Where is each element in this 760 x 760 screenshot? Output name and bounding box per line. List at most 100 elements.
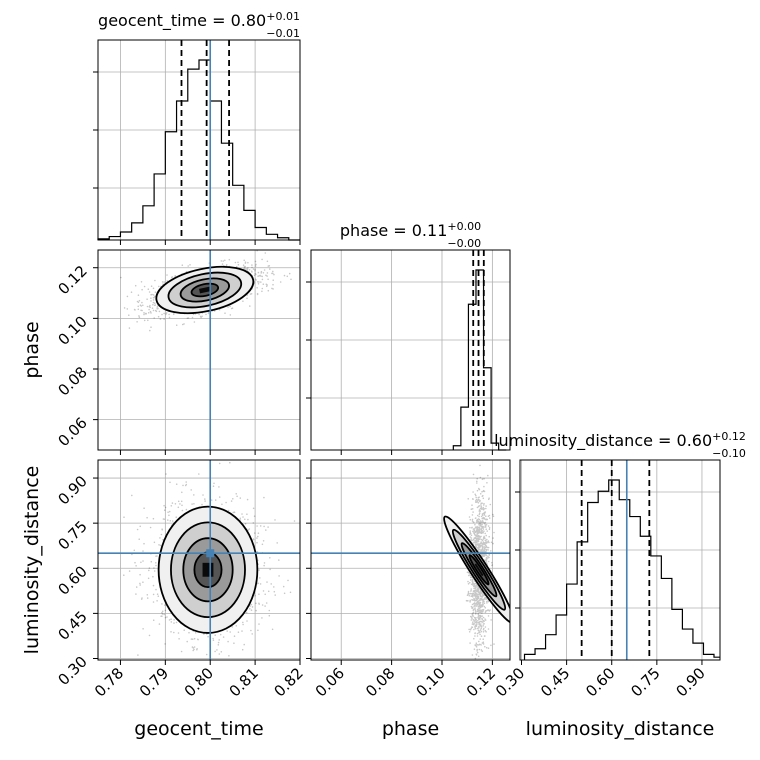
contour-line [170, 521, 246, 619]
panel-title-geocent_time: geocent_time = 0.80+0.01 [98, 10, 300, 31]
x-tick-label-geocent_time: 0.82 [270, 664, 306, 700]
y-tick-label-phase: 0.06 [54, 414, 90, 450]
y-tick-label-luminosity_distance: 0.60 [54, 562, 90, 598]
panel-content [98, 460, 300, 660]
histogram-step [452, 269, 507, 451]
contour-line [157, 505, 259, 634]
hist-panel-luminosity_distance: luminosity_distance = 0.60+0.12−0.10 [494, 430, 746, 665]
y-axis-label-phase: phase [21, 321, 43, 378]
title-minus: −0.10 [712, 447, 746, 460]
axes-frame [310, 249, 511, 451]
hist-bar [693, 643, 704, 660]
x-tick-label-phase: 0.06 [312, 664, 348, 700]
hist-bar [453, 446, 461, 450]
title-plus: +0.01 [266, 10, 300, 23]
contour-line [190, 282, 220, 298]
x-axis-label-geocent_time: geocent_time [134, 718, 263, 740]
y-tick-label-phase: 0.12 [54, 262, 90, 298]
axes-frame [310, 459, 511, 661]
hist-bar [682, 629, 693, 660]
hist-bar [461, 407, 469, 450]
hist-bar [567, 584, 578, 660]
contour-line [179, 277, 230, 303]
hist-bar [244, 210, 255, 240]
pair-panel-phase-luminosity_distance [306, 459, 511, 665]
hist-bar [210, 101, 221, 240]
axes-frame [97, 459, 301, 661]
hist-bar [199, 60, 210, 240]
x-tick-label-luminosity_distance: 0.60 [582, 664, 618, 700]
hist-bar [468, 304, 476, 450]
x-axis-label-luminosity_distance: luminosity_distance [526, 718, 715, 740]
truth-marker [206, 549, 215, 558]
hist-bar [619, 500, 630, 660]
x-tick-label-geocent_time: 0.78 [91, 664, 127, 700]
hist-bar [672, 609, 683, 660]
x-tick-label-phase: 0.08 [362, 664, 398, 700]
histogram-step [97, 59, 300, 241]
title-minus: −0.01 [266, 27, 300, 40]
title-text: luminosity_distance = 0.60 [494, 431, 712, 451]
hist-bar [120, 232, 131, 240]
title-plus: +0.00 [447, 220, 481, 233]
y-tick-label-luminosity_distance: 0.90 [54, 472, 90, 508]
hist-bar [525, 654, 536, 660]
hist-bar [233, 185, 244, 240]
hist-panel-phase: phase = 0.11+0.00−0.00 [306, 220, 511, 455]
axes-frame [97, 39, 301, 241]
pair-panel-geocent_time-luminosity_distance [93, 459, 301, 665]
hist-bar [188, 69, 199, 240]
x-tick-label-phase: 0.12 [463, 664, 499, 700]
panel-content [311, 464, 510, 660]
pair-panel-geocent_time-phase [93, 249, 301, 455]
histogram-step [523, 479, 720, 660]
contour-line [155, 265, 255, 315]
x-axis-label-phase: phase [382, 718, 439, 740]
hist-bar [651, 556, 662, 660]
hist-bar [476, 270, 484, 450]
density-peak [474, 563, 484, 577]
x-tick-label-luminosity_distance: 0.75 [627, 664, 663, 700]
hist-bar [703, 654, 714, 660]
hist-bar [556, 615, 567, 660]
hist-bar [154, 174, 165, 240]
contour-line [468, 554, 490, 586]
hist-bar [221, 143, 232, 240]
x-tick-label-geocent_time: 0.79 [136, 664, 172, 700]
y-axis-label-luminosity_distance: luminosity_distance [21, 466, 43, 655]
axes-frame [97, 249, 301, 451]
y-tick-label-phase: 0.08 [54, 363, 90, 399]
title-text: geocent_time = 0.80 [98, 11, 266, 31]
hist-bar [609, 480, 620, 660]
title-plus: +0.12 [712, 430, 746, 443]
hist-bar [630, 517, 641, 660]
hist-panel-geocent_time: geocent_time = 0.80+0.01−0.01 [93, 10, 301, 245]
title-minus: −0.00 [447, 237, 481, 250]
y-tick-label-phase: 0.10 [54, 312, 90, 348]
panel-title-luminosity_distance: luminosity_distance = 0.60+0.12 [494, 430, 746, 451]
axes-frame [519, 459, 721, 661]
x-tick-label-luminosity_distance: 0.30 [492, 664, 528, 700]
y-tick-label-luminosity_distance: 0.30 [54, 653, 90, 689]
hist-bar [588, 503, 599, 661]
x-tick-label-geocent_time: 0.81 [226, 664, 262, 700]
density-peak [199, 286, 211, 294]
hist-bar [143, 206, 154, 240]
contour-line [451, 528, 507, 611]
contour-line [167, 271, 243, 309]
x-tick-label-luminosity_distance: 0.90 [672, 664, 708, 700]
hist-bar [535, 649, 546, 660]
y-tick-label-luminosity_distance: 0.75 [54, 517, 90, 553]
panel-content [120, 250, 300, 450]
hist-bar [132, 223, 143, 240]
y-tick-label-luminosity_distance: 0.45 [54, 607, 90, 643]
x-tick-label-geocent_time: 0.80 [181, 664, 217, 700]
hist-bar [661, 578, 672, 660]
hist-bar [598, 491, 609, 660]
x-tick-label-luminosity_distance: 0.45 [537, 664, 573, 700]
contour-line [460, 542, 498, 598]
panel-title-phase: phase = 0.11+0.00 [340, 220, 481, 240]
hist-bar [546, 635, 557, 660]
density-peak [202, 562, 214, 577]
